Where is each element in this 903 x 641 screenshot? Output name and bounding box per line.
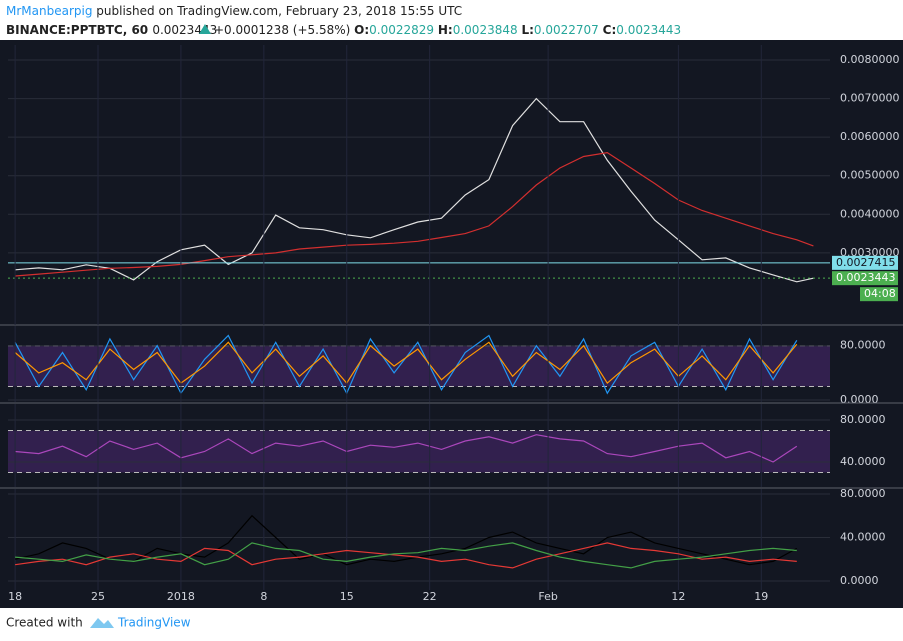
series-line — [15, 434, 798, 463]
ohlc-line: +0.0001238 (+5.58%) O:0.0022829 H:0.0023… — [214, 23, 681, 37]
brand-logo[interactable] — [90, 618, 114, 628]
series-line — [15, 542, 797, 569]
y-tick-label: 0.0050000 — [840, 169, 900, 182]
low: 0.0022707 — [534, 23, 599, 37]
y-tick-label: 0.0080000 — [840, 53, 900, 66]
close-label: C: — [603, 23, 617, 37]
x-tick-label: Feb — [538, 590, 557, 603]
x-tick-label: 15 — [340, 590, 354, 603]
y-tick-label: 80.0000 — [840, 487, 886, 500]
series-line — [14, 341, 798, 385]
x-tick-label: 12 — [671, 590, 685, 603]
x-tick-label: 22 — [423, 590, 437, 603]
open-label: O: — [354, 23, 369, 37]
band — [8, 430, 830, 473]
publish-info: published on TradingView.com, February 2… — [96, 4, 462, 18]
x-tick-label: 19 — [754, 590, 768, 603]
high-label: H: — [438, 23, 453, 37]
low-label: L: — [521, 23, 533, 37]
y-tick-label: 0.0040000 — [840, 207, 900, 220]
symbol-line: BINANCE:PPTBTC, 60 0.0023443 — [6, 23, 217, 37]
y-tick-label: 0.0000 — [840, 393, 879, 406]
price-label-box — [832, 271, 898, 286]
series-line — [15, 97, 814, 283]
up-arrow — [199, 24, 211, 34]
open: 0.0022829 — [369, 23, 434, 37]
series-line — [15, 542, 797, 569]
band — [8, 345, 830, 387]
publish-line: MrManbearpig published on TradingView.co… — [6, 4, 462, 18]
x-tick-label: 18 — [8, 590, 22, 603]
chart-background — [0, 40, 903, 608]
high: 0.0023848 — [453, 23, 518, 37]
price-label: 0.0023443 — [836, 271, 896, 284]
x-tick-label: 25 — [91, 590, 105, 603]
y-tick-label: 40.0000 — [840, 455, 886, 468]
countdown: 04:08 — [864, 287, 896, 300]
y-tick-label: 80.0000 — [840, 339, 886, 352]
author[interactable]: MrManbearpig — [6, 4, 92, 18]
y-tick-label: 40.0000 — [840, 530, 886, 543]
y-tick-label: 0.0030000 — [840, 246, 900, 259]
change: +0.0001238 (+5.58%) — [214, 23, 350, 37]
series-line — [15, 151, 814, 277]
y-tick-label: 0.0060000 — [840, 130, 900, 143]
x-tick-label: 8 — [260, 590, 267, 603]
symbol: BINANCE:PPTBTC, 60 — [6, 23, 148, 37]
brand[interactable]: TradingView — [117, 616, 191, 630]
y-tick-label: 80.0000 — [840, 413, 886, 426]
x-tick-label: 2018 — [167, 590, 195, 603]
close: 0.0023443 — [616, 23, 681, 37]
series-line — [14, 514, 798, 566]
y-tick-label: 0.0000 — [840, 574, 879, 587]
created-with: Created with — [6, 616, 83, 630]
y-tick-label: 0.0070000 — [840, 92, 900, 105]
price-label-box — [832, 255, 898, 270]
countdown-box — [860, 287, 898, 302]
price-label: 0.0027415 — [836, 256, 896, 269]
